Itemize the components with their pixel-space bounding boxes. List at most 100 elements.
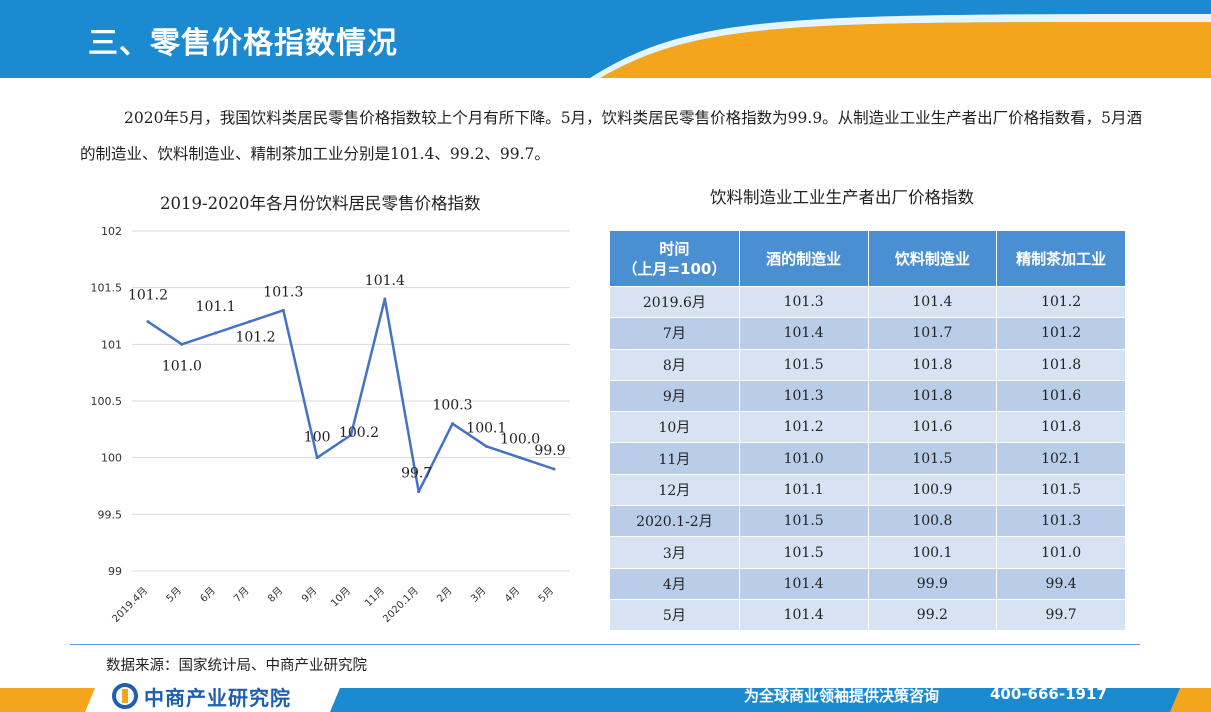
table-row: 10月 101.2 101.6 101.8 (609, 411, 1126, 444)
data-label: 101.1 (196, 299, 236, 315)
table-row: 4月 101.4 99.9 99.4 (609, 567, 1126, 600)
table-cell-time: 9月 (609, 379, 740, 413)
table-row: 9月 101.3 101.8 101.6 (609, 379, 1126, 413)
table-cell-value: 101.2 (996, 317, 1126, 350)
x-tick-label: 3月 (468, 585, 488, 605)
x-tick-label: 2月 (435, 585, 455, 605)
table-cell-value: 101.8 (867, 379, 998, 413)
x-tick-label: 9月 (299, 585, 319, 605)
table-cell-value: 101.2 (996, 285, 1126, 319)
data-label: 101.2 (235, 330, 275, 346)
price-index-table: 时间 （上月=100） 酒的制造业 饮料制造业 精制茶加工业 2019.6月 101… (609, 230, 1126, 632)
table-cell-value: 101.8 (996, 348, 1126, 381)
source-divider (70, 644, 1140, 645)
company-logo-icon (112, 683, 138, 709)
footer-phone: 400-666-1917 (990, 685, 1107, 703)
table-cell-value: 101.6 (996, 379, 1126, 413)
table-cell-value: 100.8 (867, 505, 998, 538)
footer-background (0, 688, 1211, 712)
table-cell-time: 8月 (609, 348, 740, 381)
x-tick-label: 2020.1月 (380, 585, 420, 625)
table-cell-time: 11月 (609, 442, 740, 475)
table-row: 5月 101.4 99.2 99.7 (609, 598, 1126, 632)
table-header-liquor: 酒的制造业 (738, 230, 869, 287)
table-cell-time: 10月 (609, 411, 740, 444)
table-cell-time: 2020.1-2月 (609, 505, 740, 538)
y-tick-label: 101.5 (91, 282, 123, 295)
data-label: 100.0 (500, 432, 540, 448)
x-tick-label: 6月 (198, 585, 218, 605)
data-label: 100.1 (466, 420, 506, 436)
table-cell-time: 7月 (609, 317, 740, 350)
data-label: 100 (304, 430, 331, 446)
data-point (484, 444, 488, 448)
table-cell-value: 101.5 (867, 442, 998, 475)
table-cell-value: 101.4 (738, 598, 869, 632)
footer-bar (0, 680, 1211, 712)
x-tick-label: 2019.4月 (110, 585, 150, 625)
table-cell-time: 5月 (609, 598, 740, 632)
table-cell-time: 3月 (609, 536, 740, 569)
data-point (417, 490, 421, 494)
y-tick-label: 100.5 (91, 395, 123, 408)
table-row: 2020.1-2月 101.5 100.8 101.3 (609, 505, 1126, 538)
line-chart: 102 101.5 101 100.5 100 99.5 99 2019.4月 5月 6月 7月 8月… (91, 225, 570, 625)
header-time-line2: （上月=100） (622, 259, 727, 278)
data-point (349, 433, 353, 437)
table-cell-value: 101.4 (867, 285, 998, 319)
table-title: 饮料制造业工业生产者出厂价格指数 (710, 188, 974, 207)
table-cell-value: 101.5 (738, 536, 869, 569)
table-cell-value: 101.1 (738, 473, 869, 507)
footer-slogan: 为全球商业领袖提供决策咨询 (744, 687, 940, 705)
y-tick-label: 101 (101, 338, 122, 351)
table-row: 7月 101.4 101.7 101.2 (609, 317, 1126, 350)
table-row: 12月 101.1 100.9 101.5 (609, 473, 1126, 507)
table-cell-value: 101.7 (867, 317, 998, 350)
data-point (146, 320, 150, 324)
x-tick-label: 5月 (164, 585, 184, 605)
data-label: 100.2 (339, 425, 379, 441)
table-cell-value: 101.3 (738, 379, 869, 413)
data-label: 99.7 (401, 466, 432, 482)
page-title: 三、零售价格指数情况 (88, 26, 398, 61)
header-banner: 三、零售价格指数情况 (0, 0, 1211, 78)
table-row: 11月 101.0 101.5 102.1 (609, 442, 1126, 475)
data-point (281, 308, 285, 312)
data-label: 100.3 (432, 398, 472, 414)
data-label: 101.2 (128, 288, 168, 304)
table-cell-value: 99.7 (996, 598, 1126, 632)
company-logo: 中商产业研究院 (112, 683, 291, 710)
table-row: 2019.6月 101.3 101.4 101.2 (609, 285, 1126, 319)
data-label: 101.4 (365, 273, 405, 289)
x-tick-label: 8月 (265, 585, 285, 605)
data-point (248, 320, 251, 324)
chart-title: 2019-2020年各月份饮料居民零售价格指数 (160, 194, 481, 213)
table-cell-time: 4月 (609, 567, 740, 600)
series-line (147, 297, 555, 493)
table-cell-value: 99.9 (867, 567, 998, 600)
y-tick-label: 100 (101, 452, 122, 465)
table-cell-value: 99.4 (996, 567, 1126, 600)
table-cell-value: 101.6 (867, 411, 998, 444)
table-cell-value: 101.3 (738, 285, 869, 319)
table-header-time: 时间 （上月=100） (609, 230, 740, 287)
table-cell-value: 101.5 (738, 505, 869, 538)
table-row: 8月 101.5 101.8 101.8 (609, 348, 1126, 381)
table-cell-time: 2019.6月 (609, 285, 740, 319)
intro-paragraph: 2020年5月，我国饮料类居民零售价格指数较上个月有所下降。5月，饮料类居民零售… (80, 109, 1143, 163)
table-cell-value: 101.2 (738, 411, 869, 444)
data-point (180, 342, 184, 346)
table-cell-value: 102.1 (996, 442, 1126, 475)
data-point (552, 467, 556, 471)
header-background (0, 0, 1211, 78)
table-cell-value: 101.4 (738, 317, 869, 350)
data-label: 101.3 (263, 284, 303, 300)
data-point (315, 456, 319, 460)
table-cell-value: 101.3 (996, 505, 1126, 538)
table-header-tea: 精制茶加工业 (996, 230, 1126, 287)
table-cell-value: 99.2 (867, 598, 998, 632)
x-tick-label: 10月 (329, 585, 354, 610)
table-cell-value: 101.5 (996, 473, 1126, 507)
x-tick-label: 11月 (362, 585, 387, 610)
table-cell-value: 101.5 (738, 348, 869, 381)
